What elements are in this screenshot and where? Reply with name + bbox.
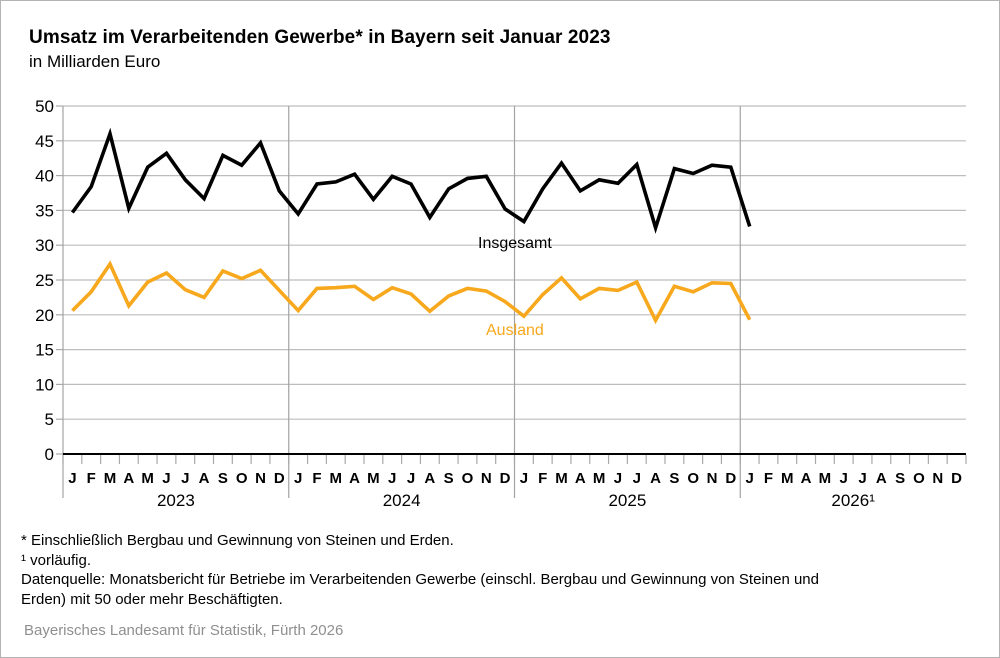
publisher-credit: Bayerisches Landesamt für Statistik, Für… [24, 622, 344, 639]
x-axis-month-label: J [745, 470, 753, 487]
footnote-source-line2: Erden) mit 50 oder mehr Beschäftigten. [21, 590, 283, 608]
x-axis-month-label: D [274, 470, 285, 487]
x-axis-month-label: J [388, 470, 396, 487]
x-axis-month-label: O [687, 470, 699, 487]
x-axis-month-label: A [575, 470, 586, 487]
insgesamt-line [70, 127, 752, 234]
x-axis-month-label: S [218, 470, 228, 487]
y-axis-tick-label: 5 [45, 410, 54, 429]
x-axis-month-label: M [330, 470, 343, 487]
x-axis-month-label: F [764, 470, 773, 487]
footnote-source-line1: Datenquelle: Monatsbericht für Betriebe … [21, 571, 819, 588]
x-axis-month-label: A [801, 470, 812, 487]
x-axis-year-label: 2023 [157, 491, 195, 510]
chart-subtitle: in Milliarden Euro [29, 52, 161, 71]
x-axis-month-label: J [633, 470, 641, 487]
x-axis-month-label: J [68, 470, 76, 487]
y-axis-tick-label: 50 [35, 97, 54, 116]
x-axis-month-label: O [913, 470, 925, 487]
x-axis-month-label: A [123, 470, 134, 487]
ausland-series-label: Ausland [486, 322, 544, 339]
y-axis-tick-label: 35 [35, 201, 54, 220]
x-axis-month-label: J [181, 470, 189, 487]
x-axis-month-label: M [781, 470, 794, 487]
x-axis-month-label: S [895, 470, 905, 487]
x-axis-month-label: N [707, 470, 718, 487]
x-axis-month-label: S [444, 470, 454, 487]
x-axis-year-label: 2025 [608, 491, 646, 510]
y-axis-tick-label: 40 [35, 167, 54, 186]
x-axis-month-label: M [367, 470, 380, 487]
y-axis-tick-label: 20 [35, 306, 54, 325]
x-axis-month-label: O [236, 470, 248, 487]
x-axis-month-label: A [424, 470, 435, 487]
x-axis-month-label: A [349, 470, 360, 487]
x-axis-month-label: J [858, 470, 866, 487]
y-axis-tick-label: 45 [35, 132, 54, 151]
footnote-preliminary: ¹ vorläufig. [21, 551, 92, 569]
x-axis-year-label: 2026¹ [831, 491, 875, 510]
y-axis-tick-label: 25 [35, 271, 54, 290]
x-axis-month-label: M [555, 470, 568, 487]
x-axis-month-label: F [538, 470, 547, 487]
x-axis-month-label: N [481, 470, 492, 487]
y-axis-tick-label: 10 [35, 375, 54, 394]
x-axis-month-label: A [876, 470, 887, 487]
x-axis-month-label: F [87, 470, 96, 487]
x-axis-month-label: D [951, 470, 962, 487]
x-axis-month-label: J [162, 470, 170, 487]
x-axis-month-label: A [650, 470, 661, 487]
x-axis-month-label: O [462, 470, 474, 487]
x-axis-month-label: J [840, 470, 848, 487]
x-axis-month-label: J [520, 470, 528, 487]
x-axis-month-label: N [255, 470, 266, 487]
x-axis-month-label: J [294, 470, 302, 487]
x-axis-month-label: D [725, 470, 736, 487]
y-axis-tick-label: 0 [45, 445, 54, 464]
x-axis-month-label: F [312, 470, 321, 487]
y-axis-tick-label: 30 [35, 236, 54, 255]
x-axis-month-label: S [669, 470, 679, 487]
x-axis-month-label: J [407, 470, 415, 487]
chart-title: Umsatz im Verarbeitenden Gewerbe* in Bay… [29, 27, 611, 48]
x-axis-month-label: M [593, 470, 606, 487]
x-axis-month-label: M [141, 470, 154, 487]
footnotes-block: * Einschließlich Bergbau und Gewinnung v… [21, 531, 819, 609]
x-axis-month-label: A [199, 470, 210, 487]
x-axis-month-label: M [104, 470, 117, 487]
insgesamt-series-label: Insgesamt [478, 235, 552, 252]
x-axis-month-label: D [500, 470, 511, 487]
x-axis-month-label: M [819, 470, 832, 487]
x-axis-year-label: 2024 [383, 491, 421, 510]
x-axis-month-label: N [932, 470, 943, 487]
footnote-asterisk: * Einschließlich Bergbau und Gewinnung v… [21, 532, 454, 549]
y-axis-tick-label: 15 [35, 341, 54, 360]
ausland-line [71, 260, 752, 325]
x-axis-month-label: J [614, 470, 622, 487]
